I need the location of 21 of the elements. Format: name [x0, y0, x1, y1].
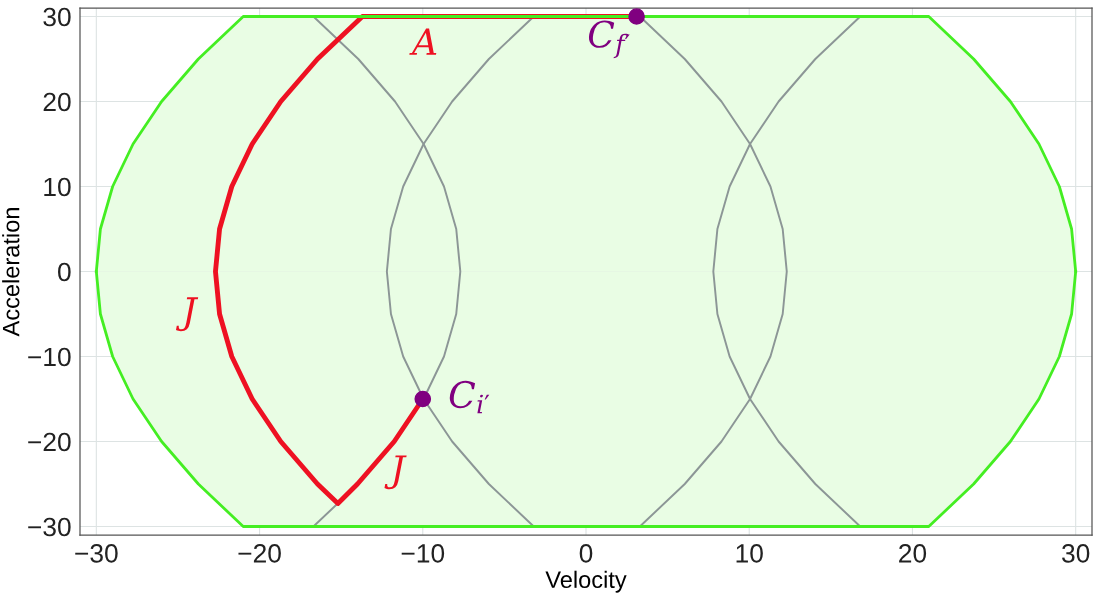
y-tick-label: −30 — [28, 517, 71, 537]
x-tick-label: −30 — [75, 544, 118, 563]
x-tick-label: 10 — [736, 544, 763, 563]
y-tick-label: 10 — [44, 177, 71, 197]
x-axis-title: Velocity — [545, 570, 627, 593]
y-tick-label: 20 — [43, 92, 71, 112]
annotation: C$_{i′}$ — [449, 380, 490, 414]
y-tick-label: 0 — [58, 262, 71, 282]
x-tick-label: −20 — [238, 544, 281, 563]
y-axis-title: Acceleration — [2, 208, 20, 337]
annotation: C$_{f′}$ — [588, 20, 630, 59]
y-tick-label: 30 — [43, 7, 71, 27]
annotation: A — [409, 28, 437, 55]
annotation: J — [384, 455, 407, 490]
annotation: J — [175, 297, 199, 332]
x-tick-label: 30 — [1062, 544, 1090, 563]
x-tick-label: 20 — [899, 544, 927, 563]
x-tick-label: −10 — [401, 544, 445, 563]
y-tick-label: −20 — [28, 432, 71, 452]
x-tick-label: 0 — [579, 544, 593, 563]
y-tick-label: −10 — [28, 347, 71, 367]
